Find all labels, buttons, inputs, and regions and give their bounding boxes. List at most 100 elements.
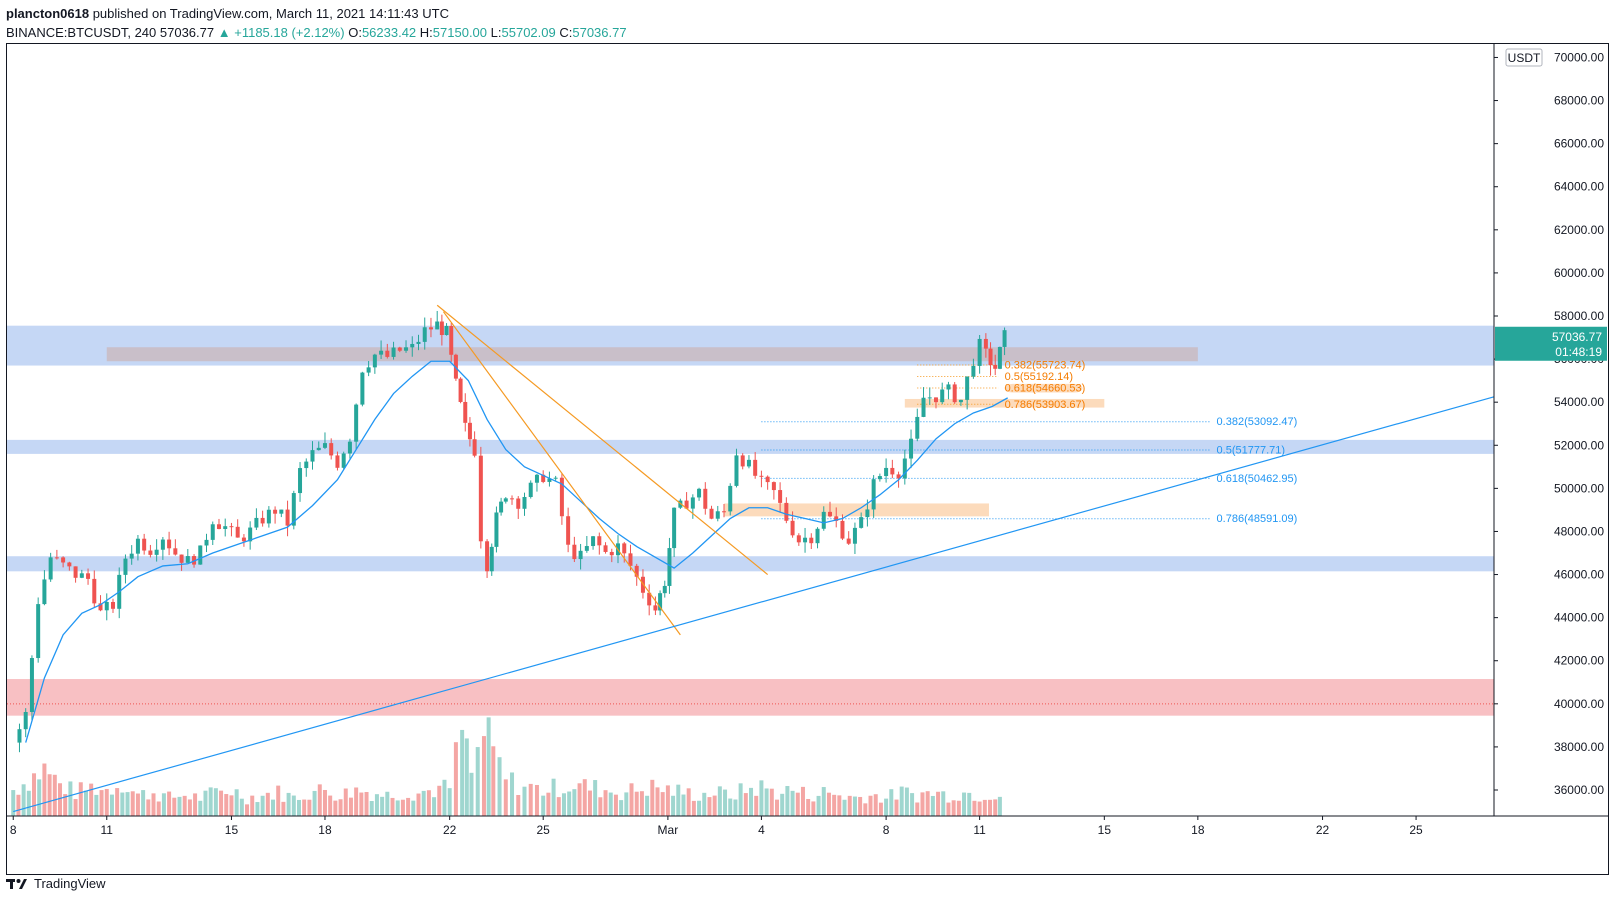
y-tick-label: 68000.00	[1554, 94, 1604, 108]
candle-body	[335, 455, 340, 468]
open-label: O:	[348, 25, 362, 40]
y-tick-label: 46000.00	[1554, 568, 1604, 582]
volume-bar	[426, 790, 431, 816]
volume-bar	[925, 791, 930, 816]
volume-bar	[645, 795, 650, 816]
volume-bar	[832, 794, 837, 816]
symbol-label: BINANCE:BTCUSDT, 240	[6, 25, 157, 40]
volume-bar	[481, 736, 486, 816]
volume-bar	[650, 779, 655, 816]
volume-bar	[733, 799, 738, 816]
tradingview-logo-icon	[6, 878, 27, 889]
volume-bar	[702, 792, 707, 816]
volume-bar	[437, 785, 442, 816]
volume-bar	[686, 788, 691, 816]
volume-bar	[920, 792, 925, 816]
volume-bar	[182, 795, 187, 816]
volume-bar	[276, 785, 281, 816]
low-label: L:	[490, 25, 502, 40]
candle-body	[684, 500, 689, 509]
candle-body	[304, 461, 309, 469]
volume-bar	[411, 800, 416, 816]
footer-brand[interactable]: TradingView	[34, 876, 106, 891]
volume-bar	[712, 795, 717, 816]
candle-body	[499, 501, 504, 513]
candle-body	[572, 544, 577, 560]
volume-bar	[115, 788, 120, 816]
candle-body	[241, 537, 246, 542]
volume-bar	[486, 717, 491, 816]
last-price-badge	[1495, 326, 1607, 361]
volume-bar	[847, 795, 852, 816]
candle-body	[23, 711, 28, 730]
trendline-blue-2	[13, 396, 1495, 813]
volume-bar	[546, 792, 551, 816]
trendline-layer	[13, 304, 1495, 813]
close-label: C:	[559, 25, 573, 40]
candle-body	[48, 557, 53, 580]
candle-body	[235, 526, 240, 538]
volume-bar	[104, 788, 109, 816]
candle-body	[135, 538, 140, 554]
candle-body	[354, 404, 359, 442]
volume-bar	[338, 799, 343, 816]
y-tick-label: 64000.00	[1554, 180, 1604, 194]
volume-bar	[894, 799, 899, 816]
volume-bar	[624, 792, 629, 816]
volume-bar	[936, 791, 941, 816]
zone-blue-2	[7, 556, 1494, 572]
candle-body	[667, 548, 672, 586]
candle-body	[185, 556, 190, 563]
author-name[interactable]: plancton0618	[6, 6, 90, 21]
volume-bar	[660, 792, 665, 816]
volume-bar	[915, 802, 920, 816]
candle-body	[478, 455, 483, 542]
candle-body	[54, 557, 59, 559]
volume-bar	[390, 797, 395, 816]
price-chart[interactable]: 0.382(55723.74)0.5(55192.14)0.618(54660.…	[7, 44, 1608, 874]
volume-bar	[380, 796, 385, 816]
fib-orange-label-0: 0.382(55723.74)	[1005, 360, 1086, 372]
candle-body	[489, 546, 494, 572]
volume-bar	[421, 790, 426, 816]
moving-average-line	[25, 360, 1009, 743]
chart-frame	[6, 43, 1609, 875]
candle-body	[715, 511, 720, 519]
candle-body	[977, 338, 982, 366]
volume-bar	[587, 790, 592, 816]
axis-layer: 36000.00 38000.00 40000.00 42000.00 44000.00…	[7, 44, 1608, 837]
candle-body	[198, 545, 203, 565]
candle-body	[67, 562, 72, 567]
candle-body	[216, 524, 221, 529]
volume-bar	[997, 796, 1002, 816]
volume-bar	[302, 799, 307, 816]
volume-bar	[32, 773, 37, 816]
volume-bar	[94, 794, 99, 816]
volume-bar	[759, 780, 764, 816]
volume-bar	[68, 781, 73, 816]
candle-body	[690, 497, 695, 509]
candle-body	[110, 601, 115, 609]
fib-orange-label-2: 0.618(54660.53)	[1005, 382, 1086, 394]
candle-body	[248, 527, 253, 542]
volume-bar	[681, 794, 686, 816]
candle-body	[871, 479, 876, 510]
volume-bar	[676, 784, 681, 816]
currency-label: USDT	[1508, 51, 1541, 65]
volume-bar	[603, 790, 608, 816]
candle-body	[672, 507, 677, 549]
close-value: 57036.77	[572, 25, 627, 40]
fib-blue-label-1: 0.5(51777.71)	[1217, 445, 1286, 457]
candle-body	[1002, 330, 1007, 347]
candle-body	[123, 558, 128, 575]
volume-bar	[774, 799, 779, 816]
volume-bar	[47, 774, 52, 816]
volume-bar	[764, 788, 769, 816]
candle-body	[410, 343, 415, 348]
volume-bar	[806, 798, 811, 816]
y-tick-label: 52000.00	[1554, 438, 1604, 452]
volume-bar	[930, 795, 935, 816]
candle-body	[946, 384, 951, 390]
volume-bar	[993, 799, 998, 816]
volume-bar	[982, 799, 987, 816]
